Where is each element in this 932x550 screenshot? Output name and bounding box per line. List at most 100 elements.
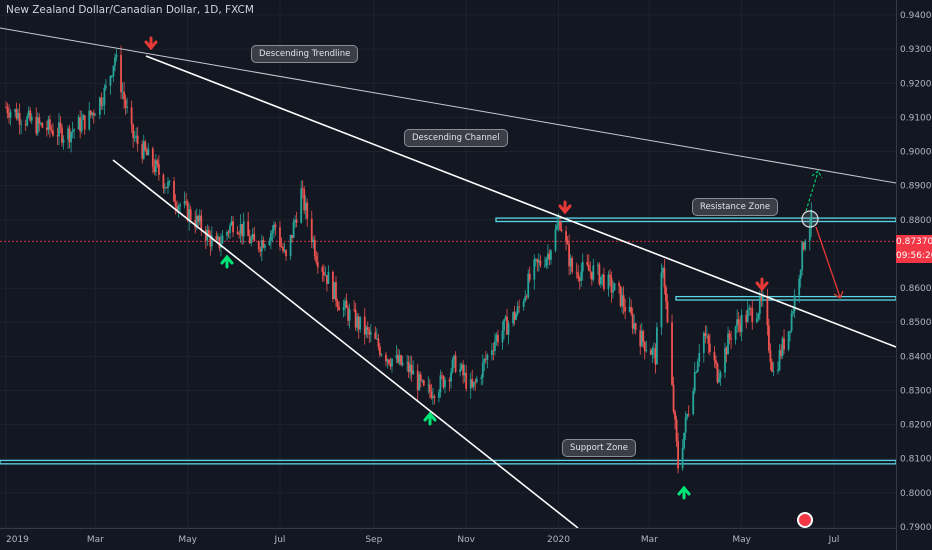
candle-up — [515, 314, 518, 320]
candle-up — [472, 381, 475, 387]
candle-up — [210, 235, 213, 247]
candle-down — [8, 113, 10, 118]
candle-down — [492, 350, 495, 352]
candle-up — [401, 362, 404, 365]
candle-up — [273, 224, 275, 231]
candle-up — [283, 250, 286, 252]
candle-up — [406, 362, 409, 364]
candle-up — [450, 372, 452, 382]
candle-up — [47, 119, 50, 130]
candle-down — [751, 308, 754, 323]
candle-down — [338, 306, 340, 311]
candle-down — [665, 287, 667, 302]
candle-up — [801, 242, 804, 270]
y-tick-label: 0.79000 — [900, 523, 932, 533]
candle-down — [18, 113, 21, 125]
candle-up — [483, 359, 486, 363]
candle-down — [291, 235, 293, 238]
candle-down — [465, 372, 468, 389]
chart-title: New Zealand Dollar/Canadian Dollar, 1D, … — [6, 4, 254, 16]
candle-up — [681, 448, 684, 469]
candle-down — [766, 296, 769, 326]
candle-down — [162, 174, 165, 189]
candle-up — [569, 257, 572, 267]
bearish-projection-arrow — [815, 226, 844, 299]
candle-down — [156, 160, 159, 165]
candle-down — [136, 135, 139, 145]
candle-down — [587, 264, 590, 271]
time-axis[interactable]: 2019 Mar May Jul Sep Nov 2020 Mar May Jul — [6, 535, 839, 545]
candle-up — [486, 354, 489, 360]
candle-up — [183, 201, 186, 205]
candle-up — [507, 323, 510, 335]
candle-down — [385, 354, 387, 362]
candle-up — [748, 308, 751, 310]
candle-up — [154, 160, 157, 172]
candle-down — [185, 201, 188, 202]
candle-down — [52, 130, 54, 136]
candle-down — [313, 239, 316, 257]
candle-down — [124, 99, 127, 108]
candle-down — [347, 308, 349, 321]
candle-up — [537, 260, 540, 263]
candle-up — [263, 244, 266, 248]
candle-up — [695, 371, 698, 373]
candle-up — [30, 116, 33, 121]
candle-up — [142, 141, 145, 159]
callout-resistance-zone: Resistance Zone — [692, 198, 779, 216]
x-tick-label: Mar — [641, 535, 658, 545]
bar-countdown-label: 09:56:20 — [896, 249, 932, 263]
candle-up — [556, 225, 558, 230]
candle-up — [736, 319, 739, 327]
breakout-point — [801, 210, 819, 228]
candle-up — [271, 230, 274, 234]
candle-up — [792, 311, 795, 314]
candle-up — [109, 75, 112, 86]
candle-up — [628, 307, 631, 312]
tradingview-logo-icon[interactable] — [797, 512, 813, 528]
candle-up — [607, 274, 610, 290]
candle-up — [304, 202, 307, 211]
candle-down — [145, 150, 148, 156]
candle-up — [356, 316, 359, 328]
candle-up — [761, 296, 764, 302]
candle-up — [188, 209, 191, 221]
candle-down — [285, 250, 287, 257]
candle-down — [335, 282, 337, 302]
candle-down — [578, 278, 581, 281]
up-arrow-icon — [220, 254, 234, 269]
candle-up — [613, 283, 616, 291]
candle-down — [354, 309, 357, 328]
candle-down — [430, 391, 433, 399]
candle-down — [232, 221, 234, 233]
candle-down — [345, 300, 348, 309]
candle-down — [677, 441, 679, 469]
x-tick-label: Jul — [828, 535, 840, 545]
candle-down — [609, 274, 611, 278]
candle-up — [126, 107, 128, 108]
candle-down — [462, 364, 465, 376]
candle-down — [326, 275, 328, 284]
candle-down — [173, 180, 175, 202]
candle-up — [395, 354, 398, 359]
x-tick-label: Jul — [274, 535, 286, 545]
candle-up — [82, 115, 85, 120]
candle-up — [527, 273, 530, 298]
candle-up — [491, 350, 493, 355]
candle-down — [295, 219, 298, 223]
x-tick-label: May — [178, 535, 197, 545]
candle-down — [186, 201, 189, 221]
candle-up — [226, 231, 228, 236]
candle-up — [359, 316, 362, 330]
candle-up — [810, 209, 813, 228]
candle-down — [630, 307, 633, 314]
candle-down — [303, 189, 306, 211]
candle-down — [130, 107, 133, 125]
candle-down — [687, 414, 690, 415]
candle-down — [253, 234, 256, 242]
candle-down — [713, 351, 716, 361]
candle-up — [198, 215, 201, 222]
